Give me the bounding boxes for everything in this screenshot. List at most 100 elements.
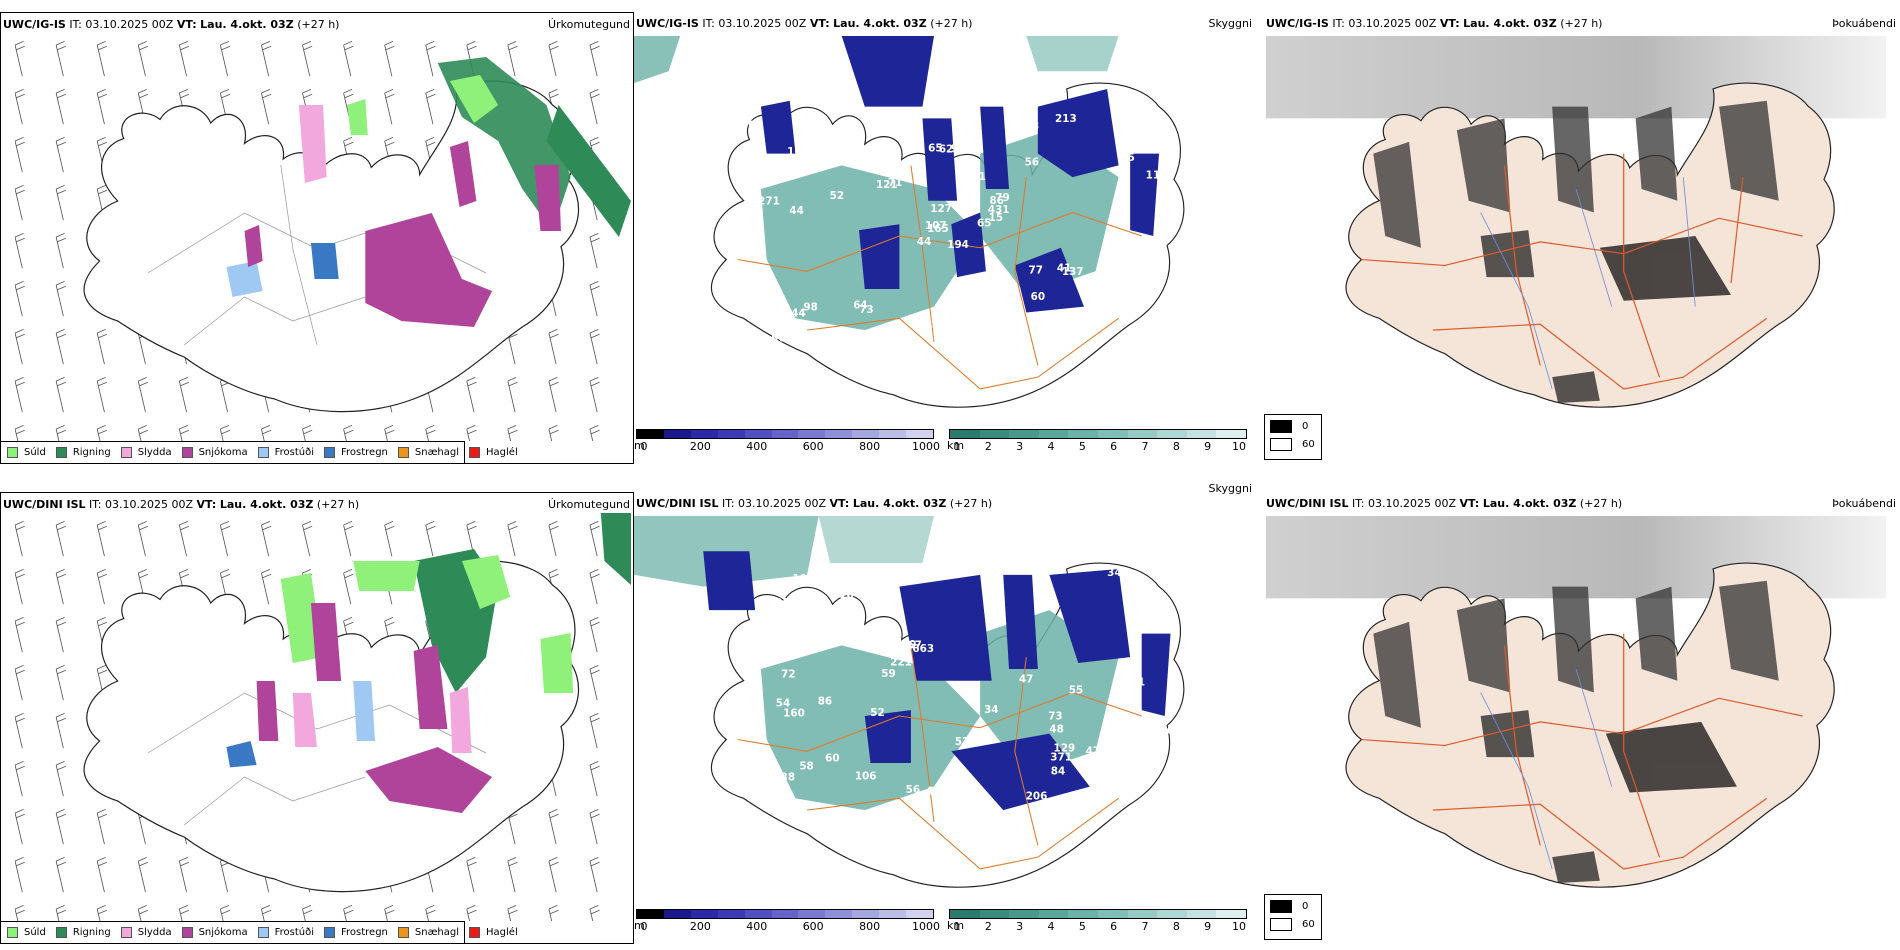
cloud-base-value: 91 [1019, 96, 1033, 108]
legend-item: Frostregn [324, 447, 388, 458]
cloud-base-value: 41 [1057, 262, 1071, 274]
cloud-base-value: 271 [758, 195, 780, 207]
precip-legend: Súld Rigning Slydda Snjókoma Frostúði Frostre… [1, 441, 518, 463]
colorbar-segment [744, 910, 772, 918]
wind-barb [14, 329, 25, 365]
cloud-base-value: 215 [851, 144, 873, 156]
cloud-base-value: 43 [1117, 711, 1131, 723]
cloud-base-value: 42 [996, 841, 1010, 853]
colorbar-segment [1068, 910, 1098, 918]
cloud-panel-row2: UWC/DINI ISL IT: 03.10.2025 00Z VT: Lau.… [634, 482, 1254, 944]
wind-barb [55, 233, 66, 269]
legend-label: Haglél [486, 447, 518, 458]
legend-item: Frostúði [257, 927, 314, 938]
vis-bar-unit: km [947, 439, 965, 452]
legend-swatch [397, 927, 409, 938]
wind-barb [219, 41, 231, 77]
precip-panel-row1: UWC/IG-IS IT: 03.10.2025 00Z VT: Lau. 4.… [0, 12, 634, 464]
legend-swatch [120, 927, 132, 938]
cloud-panel-row1: UWC/IG-IS IT: 03.10.2025 00Z VT: Lau. 4.… [634, 12, 1254, 464]
wind-barb [302, 521, 313, 557]
cloud-base-value: 116 [741, 180, 763, 192]
cloud-base-value: 65 [977, 217, 991, 229]
cloud-base-value: 97 [761, 777, 775, 789]
wind-barb [261, 425, 272, 441]
cloud-base-value: 38 [781, 772, 795, 784]
legend-item: Súld [7, 927, 46, 938]
cloud-base-value: 46 [1113, 695, 1127, 707]
wind-barb [589, 857, 600, 893]
cloud-base-value: 165 [927, 223, 949, 235]
wind-barb [55, 905, 66, 921]
colorbar-tick: 4 [1047, 440, 1055, 453]
wind-barb [343, 905, 354, 921]
cloud-base-value: 33 [1036, 572, 1050, 584]
cloud-base-value: 72 [852, 355, 866, 367]
colorbar-tick: 4 [1047, 920, 1055, 933]
wind-barb [466, 905, 477, 921]
cloud-base-value: 46 [1160, 725, 1174, 737]
colorbar-tick: 200 [689, 440, 711, 453]
cloud-base-value: 73 [859, 304, 873, 316]
cloud-base-value: 60 [825, 752, 839, 764]
legend-label: Snjókoma [198, 447, 248, 458]
legend-item: Rigning [55, 447, 111, 458]
wind-barb [96, 425, 108, 441]
cloud-base-value: 15 [989, 212, 1003, 224]
wind-barb [14, 905, 25, 921]
wind-barb [178, 425, 190, 441]
wind-barb [96, 857, 108, 893]
wind-barb [55, 329, 66, 365]
cloud-base-value: 34 [1107, 567, 1121, 579]
wind-barb [589, 233, 600, 269]
cloud-base-value: 90 [771, 332, 785, 344]
legend-label: Frostúði [274, 447, 314, 458]
wind-barb [548, 329, 559, 365]
legend-swatch [324, 447, 335, 458]
wind-barb [14, 857, 25, 893]
colorbar-tick: 3 [1016, 920, 1024, 933]
wind-barb [589, 569, 600, 605]
colorbar-tick: 0 [640, 440, 648, 453]
wind-barb [261, 521, 272, 557]
wind-barb [14, 713, 25, 749]
wind-barb [14, 185, 25, 221]
panel-title: UWC/IG-IS IT: 03.10.2025 00Z VT: Lau. 4.… [3, 18, 340, 31]
cloud-base-value: 71 [888, 177, 902, 189]
cloud-base-value: 121 [876, 179, 898, 191]
colorbar-segment [1186, 430, 1217, 438]
cloud-base-value: 116 [933, 331, 955, 343]
wind-barb [589, 761, 600, 797]
cloud-base-value: 32 [1018, 557, 1032, 569]
cloud-base-map: 48 43 43 330 663 59 38 33 35 42 101 54 39 45 56 61 52 34 6… [634, 516, 1185, 888]
colorbar-segment [690, 910, 718, 918]
cloud-base-value: 169 [1130, 557, 1152, 569]
cloud-base-value: 431 [988, 204, 1010, 216]
cloud-base-value: 105 [796, 140, 818, 152]
legend-label: Slydda [137, 927, 172, 938]
vis-bar-ticks: 1 2 3 4 5 6 7 8 9 10 [949, 919, 1247, 933]
wind-barb [343, 425, 354, 441]
fog-key: 0 60 [1264, 894, 1322, 940]
wind-barb [425, 905, 436, 921]
wind-barb [96, 89, 108, 125]
cloud-base-value: 44 [840, 334, 854, 346]
legend-swatch [469, 447, 481, 458]
colorbar-segment [1157, 430, 1187, 438]
wind-barb [261, 41, 272, 77]
visibility-colorbar: 1 2 3 4 5 6 7 8 9 10 km [947, 429, 1247, 455]
cloud-base-value: 84 [1051, 765, 1065, 777]
cloud-base-value: 98 [803, 301, 817, 313]
legend-item: Snjókoma [181, 927, 248, 938]
cloud-base-value: 105 [793, 573, 815, 585]
wind-barb [589, 665, 600, 701]
cloud-base-value: 45 [1128, 815, 1142, 827]
wind-barb [466, 857, 477, 893]
legend-item: Haglél [469, 447, 518, 458]
cloud-base-value: 47 [1019, 674, 1033, 686]
colorbar-tick: 5 [1078, 440, 1086, 453]
wind-barb [343, 569, 354, 605]
cloud-base-value: 80 [971, 823, 985, 835]
cloud-base-value: 120 [895, 639, 917, 651]
wind-barb [96, 569, 108, 605]
